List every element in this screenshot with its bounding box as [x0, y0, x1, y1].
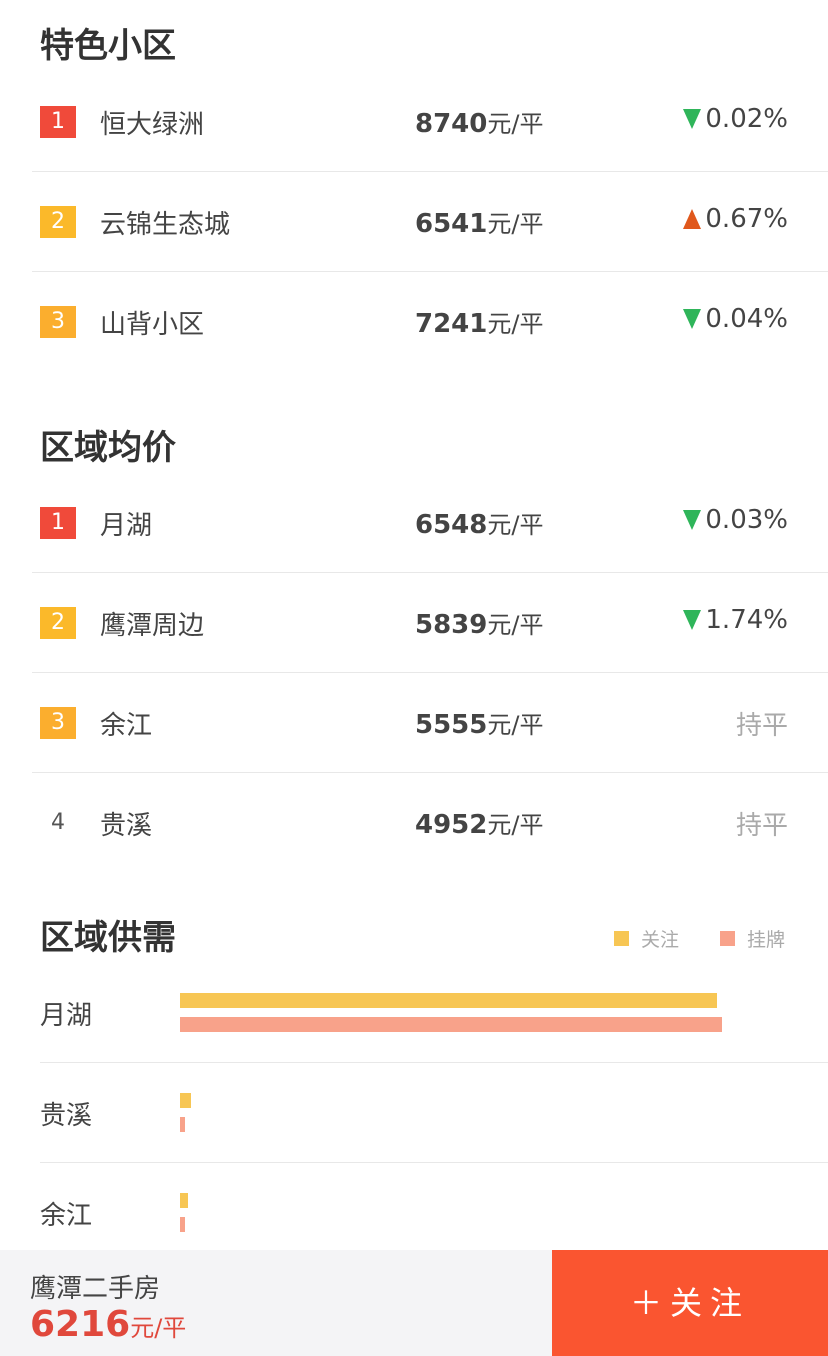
change-value: 0.02% — [705, 104, 788, 134]
item-change: 0.03% — [683, 505, 788, 535]
trend-up-icon — [683, 209, 702, 229]
price-value: 7241 — [415, 309, 488, 339]
change-value: 1.74% — [705, 605, 788, 635]
price-value: 6548 — [415, 510, 488, 540]
price-value: 5555 — [415, 710, 488, 740]
item-change: 0.02% — [683, 104, 788, 134]
price-value: 5839 — [415, 610, 488, 640]
price-value: 4952 — [415, 810, 488, 840]
legend-label: 关注 — [641, 929, 680, 951]
bar-follow — [180, 1193, 189, 1208]
price-value: 6541 — [415, 209, 488, 239]
legend-swatch — [720, 931, 735, 946]
rank-badge: 1 — [40, 507, 76, 539]
list-item[interactable]: 3 山背小区 7241元/平 0.04% — [32, 272, 828, 372]
price-unit: 元/平 — [130, 1314, 187, 1342]
item-price: 7241元/平 — [415, 304, 543, 339]
list-item[interactable]: 1 恒大绿洲 8740元/平 0.02% — [32, 72, 828, 172]
item-name: 恒大绿洲 — [100, 110, 205, 140]
rank-badge: 3 — [40, 707, 76, 739]
trend-down-icon — [683, 610, 702, 630]
supply-row: 月湖 — [40, 963, 828, 1063]
price-unit: 元/平 — [487, 511, 544, 539]
item-price: 5555元/平 — [415, 705, 543, 740]
price-value: 6216 — [30, 1304, 131, 1345]
item-change: 0.67% — [683, 204, 788, 234]
list-item[interactable]: 2 云锦生态城 6541元/平 0.67% — [32, 172, 828, 272]
bar-listing — [180, 1117, 186, 1132]
category-label: 贵溪 — [40, 1101, 93, 1131]
legend-swatch — [614, 931, 629, 946]
price-unit: 元/平 — [487, 611, 544, 639]
featured-title: 特色小区 — [40, 26, 176, 66]
price-unit: 元/平 — [487, 210, 544, 238]
item-name: 贵溪 — [100, 811, 153, 841]
item-price: 6541元/平 — [415, 204, 543, 239]
rank-badge: 1 — [40, 106, 76, 138]
legend-follow: 关注 — [614, 925, 679, 952]
item-change: 持平 — [736, 805, 788, 842]
item-price: 6548元/平 — [415, 505, 543, 540]
item-name: 余江 — [100, 711, 153, 741]
price-unit: 元/平 — [487, 811, 544, 839]
district-title: 区域均价 — [40, 428, 176, 468]
price-value: 8740 — [415, 109, 488, 139]
bar-listing — [180, 1217, 186, 1232]
change-value: 0.67% — [705, 204, 788, 234]
item-name: 山背小区 — [100, 310, 205, 340]
change-value: 持平 — [735, 711, 788, 741]
item-name: 云锦生态城 — [100, 210, 231, 240]
item-price: 8740元/平 — [415, 104, 543, 139]
item-price: 4952元/平 — [415, 805, 543, 840]
item-change: 0.04% — [683, 304, 788, 334]
list-item[interactable]: 1 月湖 6548元/平 0.03% — [32, 473, 828, 573]
trend-down-icon — [683, 109, 702, 129]
list-item[interactable]: 2 鹰潭周边 5839元/平 1.74% — [32, 573, 828, 673]
change-value: 持平 — [735, 811, 788, 841]
bottom-bar: 鹰潭二手房 6216元/平 ＋关注 — [0, 1250, 828, 1356]
legend-label: 挂牌 — [747, 929, 786, 951]
rank-badge: 2 — [40, 607, 76, 639]
list-item[interactable]: 3 余江 5555元/平 持平 — [32, 673, 828, 773]
bar-follow — [180, 993, 717, 1008]
price-unit: 元/平 — [487, 310, 544, 338]
item-name: 鹰潭周边 — [100, 611, 205, 641]
trend-down-icon — [683, 309, 702, 329]
item-price: 5839元/平 — [415, 605, 543, 640]
rank-badge: 4 — [51, 810, 65, 835]
list-item[interactable]: 4 贵溪 4952元/平 持平 — [32, 773, 828, 873]
rank-badge: 3 — [40, 306, 76, 338]
change-value: 0.04% — [705, 304, 788, 334]
price-unit: 元/平 — [487, 110, 544, 138]
supply-title: 区域供需 — [40, 918, 176, 958]
item-change: 持平 — [736, 705, 788, 742]
bar-listing — [180, 1017, 722, 1032]
legend-listing: 挂牌 — [720, 925, 785, 952]
follow-button[interactable]: ＋关注 — [552, 1250, 828, 1356]
item-name: 月湖 — [100, 511, 153, 541]
bottom-title: 鹰潭二手房 — [30, 1274, 161, 1304]
bar-follow — [180, 1093, 191, 1108]
bottom-price: 6216元/平 — [30, 1304, 186, 1345]
rank-badge: 2 — [40, 206, 76, 238]
item-change: 1.74% — [683, 605, 788, 635]
price-unit: 元/平 — [487, 711, 544, 739]
supply-row: 贵溪 — [40, 1063, 828, 1163]
category-label: 月湖 — [40, 1001, 93, 1031]
change-value: 0.03% — [705, 505, 788, 535]
category-label: 余江 — [40, 1201, 93, 1231]
trend-down-icon — [683, 510, 702, 530]
supply-row: 余江 — [40, 1163, 828, 1263]
